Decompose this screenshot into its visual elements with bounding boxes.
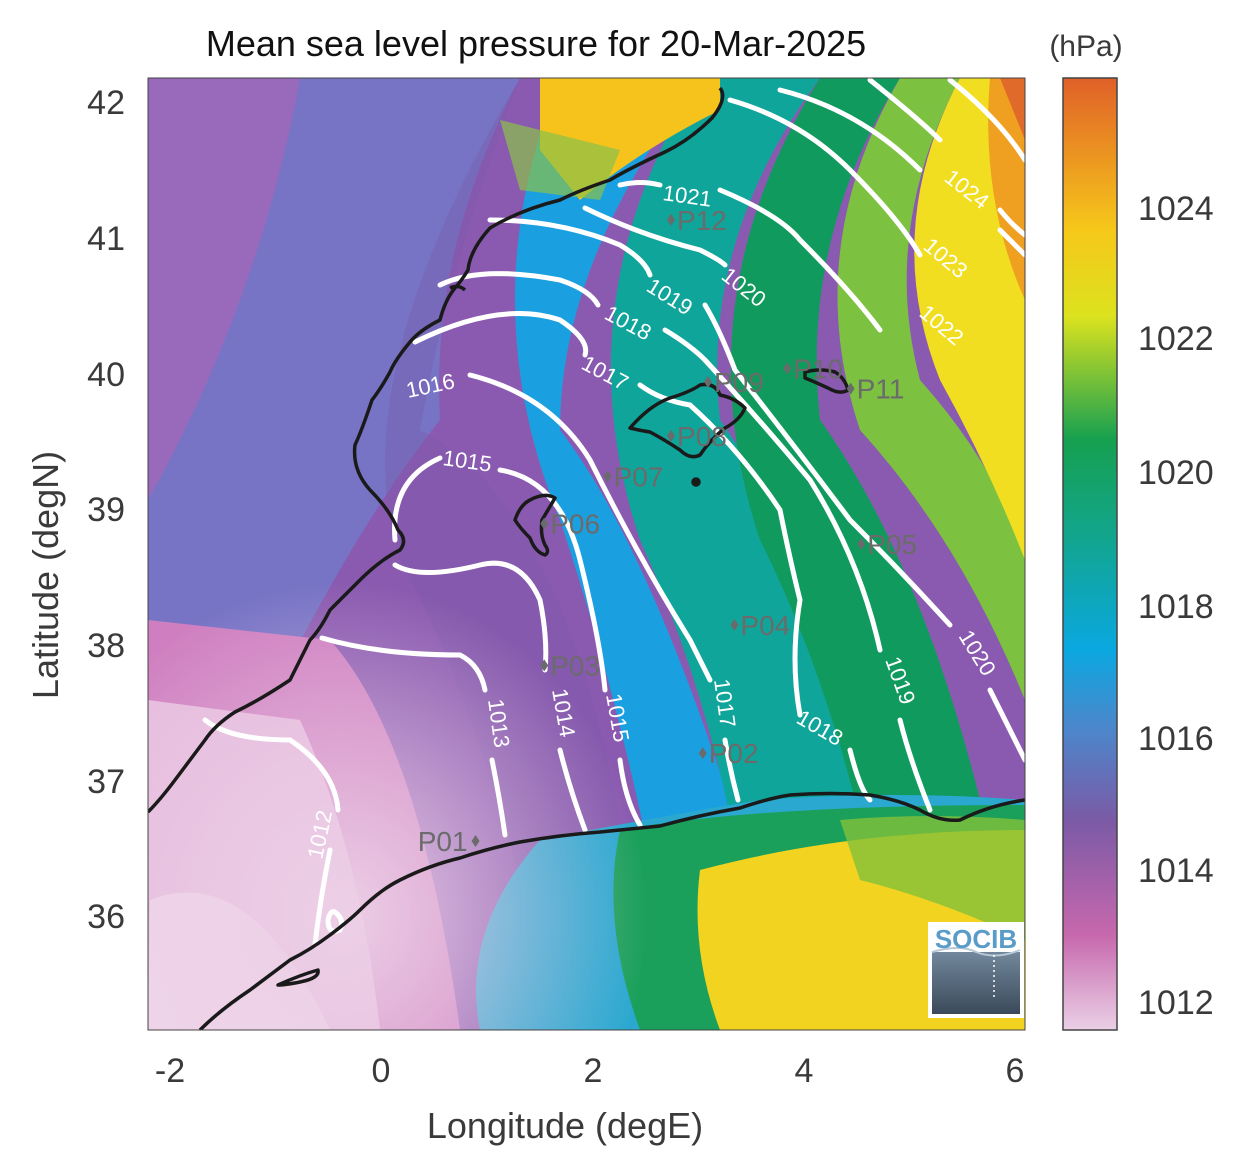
station-marker bbox=[698, 747, 707, 760]
colorbar-tick-label: 1016 bbox=[1138, 720, 1214, 758]
map-title: Mean sea level pressure for 20-Mar-2025 bbox=[206, 23, 866, 64]
y-tick-label: 40 bbox=[87, 356, 125, 394]
station-label: P01 bbox=[418, 826, 468, 857]
station-label: P03 bbox=[550, 650, 600, 681]
y-tick-label: 42 bbox=[87, 84, 125, 122]
station-p03: P03 bbox=[540, 650, 600, 681]
station-label: P06 bbox=[550, 509, 600, 540]
station-label: P05 bbox=[867, 529, 917, 560]
station-p01: P01 bbox=[418, 826, 480, 857]
colorbar-tick-label: 1014 bbox=[1138, 852, 1214, 890]
colorbar-tick-label: 1018 bbox=[1138, 588, 1214, 626]
station-p09: P09 bbox=[704, 367, 764, 398]
y-tick-label: 37 bbox=[87, 763, 125, 801]
station-marker bbox=[667, 429, 676, 442]
colorbar: (hPa) 1012 1014 1016 1018 1020 1022 1024 bbox=[1049, 30, 1214, 1031]
colorbar-tick-label: 1020 bbox=[1138, 454, 1214, 492]
x-tick-label: 4 bbox=[795, 1052, 814, 1090]
x-tick-label: 2 bbox=[584, 1052, 603, 1090]
station-p05: P05 bbox=[857, 529, 917, 560]
x-tick-label: 6 bbox=[1006, 1052, 1025, 1090]
colorbar-gradient bbox=[1062, 77, 1118, 1031]
station-label: P08 bbox=[677, 421, 727, 452]
station-label: P11 bbox=[857, 374, 905, 405]
y-tick-label: 39 bbox=[87, 491, 125, 529]
colorbar-tick-label: 1024 bbox=[1138, 190, 1214, 228]
station-marker bbox=[704, 375, 713, 388]
pressure-field bbox=[148, 78, 1025, 1030]
y-tick-label: 38 bbox=[87, 627, 125, 665]
station-marker bbox=[857, 537, 866, 550]
plot-frame bbox=[147, 77, 1026, 1031]
station-marker bbox=[846, 382, 855, 395]
station-label: P07 bbox=[614, 461, 664, 492]
y-axis: 36 37 38 39 40 41 42 Latitude (degN) bbox=[25, 84, 125, 936]
station-marker bbox=[540, 517, 549, 530]
stations: P01 P02 P03 P04 P05 P06 P07 P08 P09 P10 P11 P12 bbox=[418, 205, 917, 857]
station-p02: P02 bbox=[698, 738, 759, 769]
x-tick-label: -2 bbox=[155, 1052, 185, 1090]
isobar-contours bbox=[202, 78, 1025, 948]
y-axis-title: Latitude (degN) bbox=[25, 451, 66, 699]
station-marker bbox=[603, 470, 612, 483]
station-p08: P08 bbox=[667, 421, 727, 452]
x-axis-title: Longitude (degE) bbox=[427, 1105, 703, 1146]
station-marker bbox=[471, 834, 480, 847]
x-axis: -2 0 2 4 6 Longitude (degE) bbox=[155, 1052, 1025, 1146]
station-p11: P11 bbox=[846, 374, 905, 405]
station-label: P09 bbox=[714, 367, 764, 398]
y-tick-label: 41 bbox=[87, 220, 125, 258]
station-p12: P12 bbox=[667, 205, 727, 236]
station-marker bbox=[730, 618, 739, 631]
station-p10: P10 bbox=[783, 353, 843, 384]
station-label: P04 bbox=[740, 610, 790, 641]
colorbar-unit: (hPa) bbox=[1049, 30, 1122, 63]
station-marker bbox=[783, 362, 792, 375]
y-tick-label: 36 bbox=[87, 898, 125, 936]
station-marker bbox=[667, 213, 676, 226]
socib-logo-text: SOCIB bbox=[935, 924, 1017, 954]
station-p07: P07 bbox=[603, 461, 664, 492]
station-p06: P06 bbox=[540, 509, 600, 540]
station-label: P12 bbox=[677, 205, 727, 236]
station-p04: P04 bbox=[730, 610, 790, 641]
station-label: P10 bbox=[793, 353, 843, 384]
socib-logo: SOCIB bbox=[928, 922, 1024, 1018]
x-tick-label: 0 bbox=[372, 1052, 391, 1090]
colorbar-tick-label: 1012 bbox=[1138, 984, 1214, 1022]
colorbar-tick-label: 1022 bbox=[1138, 320, 1214, 358]
station-marker bbox=[540, 659, 549, 672]
station-label: P02 bbox=[709, 738, 759, 769]
